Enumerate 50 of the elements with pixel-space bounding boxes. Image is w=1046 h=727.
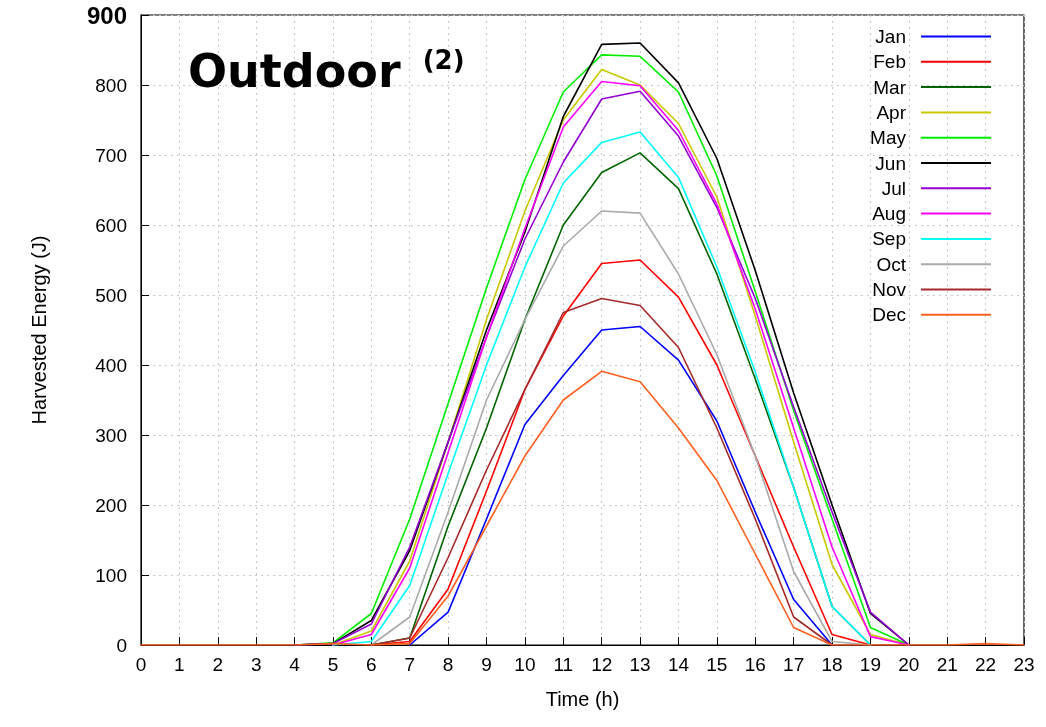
x-axis-title: Time (h) [545,688,620,710]
x-tick-label: 18 [821,654,843,675]
x-tick-label: 4 [289,654,301,675]
legend-label: Sep [872,228,906,250]
x-tick-label: 23 [1013,654,1035,675]
x-tick-label: 13 [629,654,651,675]
x-tick-label: 16 [744,654,766,675]
x-tick-label: 8 [442,654,454,675]
x-tick-label: 15 [706,654,728,675]
x-tick-label: 3 [250,654,262,675]
legend-label: Oct [876,253,907,275]
legend-label: Nov [872,279,907,300]
line-series [408,325,833,646]
y-tick-label: 700 [95,144,127,166]
legend-label: Jan [875,26,906,47]
x-tick-label: 6 [366,654,377,675]
y-tick-label: 800 [95,74,127,96]
y-tick-label: 500 [95,284,127,306]
y-axis-title: Harvested Energy (J) [28,235,50,425]
x-tick-label: 19 [859,654,882,675]
legend-label: Feb [873,51,906,73]
legend-label: Mar [873,76,907,98]
legend-label: May [870,127,907,149]
y-tick-label: 900 [86,1,127,29]
y-tick-label: 100 [95,564,127,586]
legend-label: Apr [876,101,907,123]
legend-label: Jun [875,152,906,174]
x-tick-label: 7 [404,654,416,675]
y-tick-label: 300 [95,424,127,446]
y-tick-label: 600 [95,214,127,236]
x-tick-label: 10 [514,654,536,675]
x-tick-label: 21 [936,654,958,675]
x-tick-label: 12 [591,654,613,675]
x-tick-label: 22 [975,654,997,675]
x-tick-label: 2 [212,654,224,675]
x-tick-label: 5 [327,654,339,675]
x-tick-label: 14 [667,654,690,675]
legend-label: Dec [872,304,906,326]
x-tick-label: 20 [898,654,920,675]
y-tick-label: 400 [95,354,127,376]
x-tick-label: 0 [135,654,147,675]
text: Outdoor (2) [188,44,465,98]
y-tick-label: 0 [116,634,127,656]
x-tick-label: 17 [783,654,805,675]
x-tick-label: 11 [553,654,574,675]
legend-label: Aug [872,203,906,225]
y-tick-label: 200 [95,494,127,516]
x-tick-label: 1 [174,654,185,675]
x-tick-label: 9 [481,654,492,675]
legend-label: Jul [881,177,906,199]
